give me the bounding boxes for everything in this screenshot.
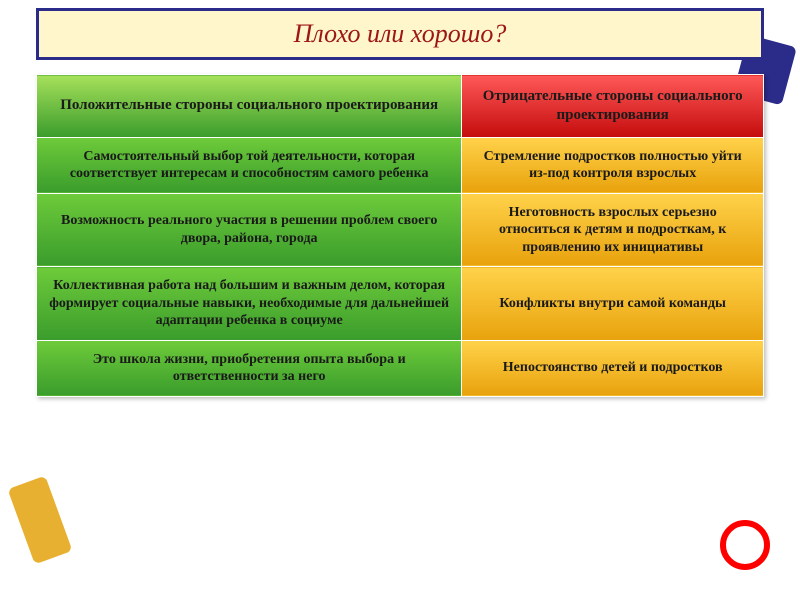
table-row: Самостоятельный выбор той деятельности, … (37, 137, 764, 193)
cell-positive: Коллективная работа над большим и важным… (37, 267, 462, 341)
table-row: Коллективная работа над большим и важным… (37, 267, 764, 341)
cell-negative: Стремление подростков полностью уйти из-… (462, 137, 764, 193)
header-positive: Положительные стороны социального проект… (37, 75, 462, 138)
cell-negative: Конфликты внутри самой команды (462, 267, 764, 341)
table-row: Возможность реального участия в решении … (37, 193, 764, 267)
comparison-table: Положительные стороны социального проект… (36, 74, 764, 397)
slide: Плохо или хорошо? Положительные стороны … (0, 0, 800, 600)
table-row: Это школа жизни, приобретения опыта выбо… (37, 340, 764, 396)
cell-positive: Возможность реального участия в решении … (37, 193, 462, 267)
decor-shape (8, 476, 73, 565)
cell-positive: Это школа жизни, приобретения опыта выбо… (37, 340, 462, 396)
cell-negative: Непостоянство детей и подростков (462, 340, 764, 396)
decor-shape (720, 520, 770, 570)
table-header-row: Положительные стороны социального проект… (37, 75, 764, 138)
cell-negative: Неготовность взрослых серьезно относитьс… (462, 193, 764, 267)
title-box: Плохо или хорошо? (36, 8, 764, 60)
slide-title: Плохо или хорошо? (59, 19, 741, 49)
cell-positive: Самостоятельный выбор той деятельности, … (37, 137, 462, 193)
header-negative: Отрицательные стороны социального проект… (462, 75, 764, 138)
